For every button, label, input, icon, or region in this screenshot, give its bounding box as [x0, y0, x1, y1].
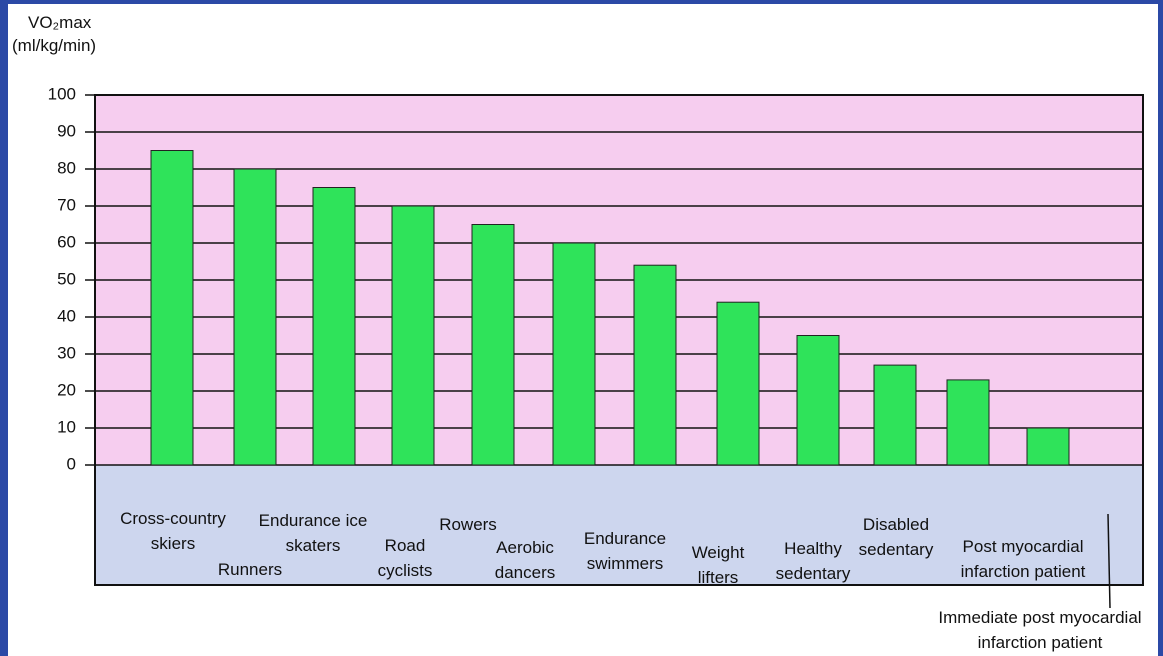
- y-tick-label: 0: [67, 454, 76, 473]
- y-tick-label: 70: [57, 195, 76, 214]
- y-tick-label: 40: [57, 306, 76, 325]
- baseline-region: [95, 465, 1143, 585]
- bar: [312, 187, 356, 466]
- category-label: Endurance swimmers: [583, 529, 667, 573]
- category-label: Cross-country skiers: [120, 509, 226, 553]
- bar: [873, 364, 917, 466]
- bar: [633, 264, 677, 466]
- y-tick-label: 50: [57, 269, 76, 288]
- bar: [233, 168, 277, 466]
- category-label: Endurance ice skaters: [258, 511, 368, 555]
- category-label: Disabled sedentary: [858, 515, 934, 559]
- category-label: Runners: [217, 560, 283, 579]
- bar: [946, 379, 990, 466]
- category-label: Healthy sedentary: [775, 539, 851, 583]
- category-label: Weight lifters: [691, 543, 745, 587]
- y-tick-label: 20: [57, 380, 76, 399]
- y-axis-label: VO₂max: [28, 13, 92, 32]
- category-label: Road cyclists: [377, 536, 433, 580]
- category-label: Post myocardial infarction patient: [960, 537, 1086, 581]
- y-tick-label: 90: [57, 121, 76, 140]
- y-tick-label: 10: [57, 417, 76, 436]
- bar: [716, 301, 760, 466]
- bar: [391, 205, 435, 466]
- plot-frame: [94, 94, 1144, 586]
- y-tick-label: 30: [57, 343, 76, 362]
- bar: [150, 150, 194, 466]
- y-axis-unit: (ml/kg/min): [12, 36, 97, 55]
- y-tick-label: 80: [57, 158, 76, 177]
- y-tick-label: 60: [57, 232, 76, 251]
- leader-line: [1107, 513, 1111, 609]
- y-tick-label: 100: [48, 84, 76, 103]
- category-label: Aerobic dancers: [494, 538, 556, 582]
- bar: [1026, 427, 1070, 466]
- category-label: Immediate post myocardial infarction pat…: [938, 608, 1142, 652]
- bar: [552, 242, 596, 466]
- chart-page: 0 10 20 30 40 50 60 70 80 90 100 VO₂max (ml/kg/min…: [8, 4, 1158, 656]
- chart: 0 10 20 30 40 50 60 70 80 90 100: [48, 84, 1144, 609]
- category-label: Rowers: [439, 515, 497, 534]
- bar: [471, 224, 515, 466]
- bar: [796, 335, 840, 466]
